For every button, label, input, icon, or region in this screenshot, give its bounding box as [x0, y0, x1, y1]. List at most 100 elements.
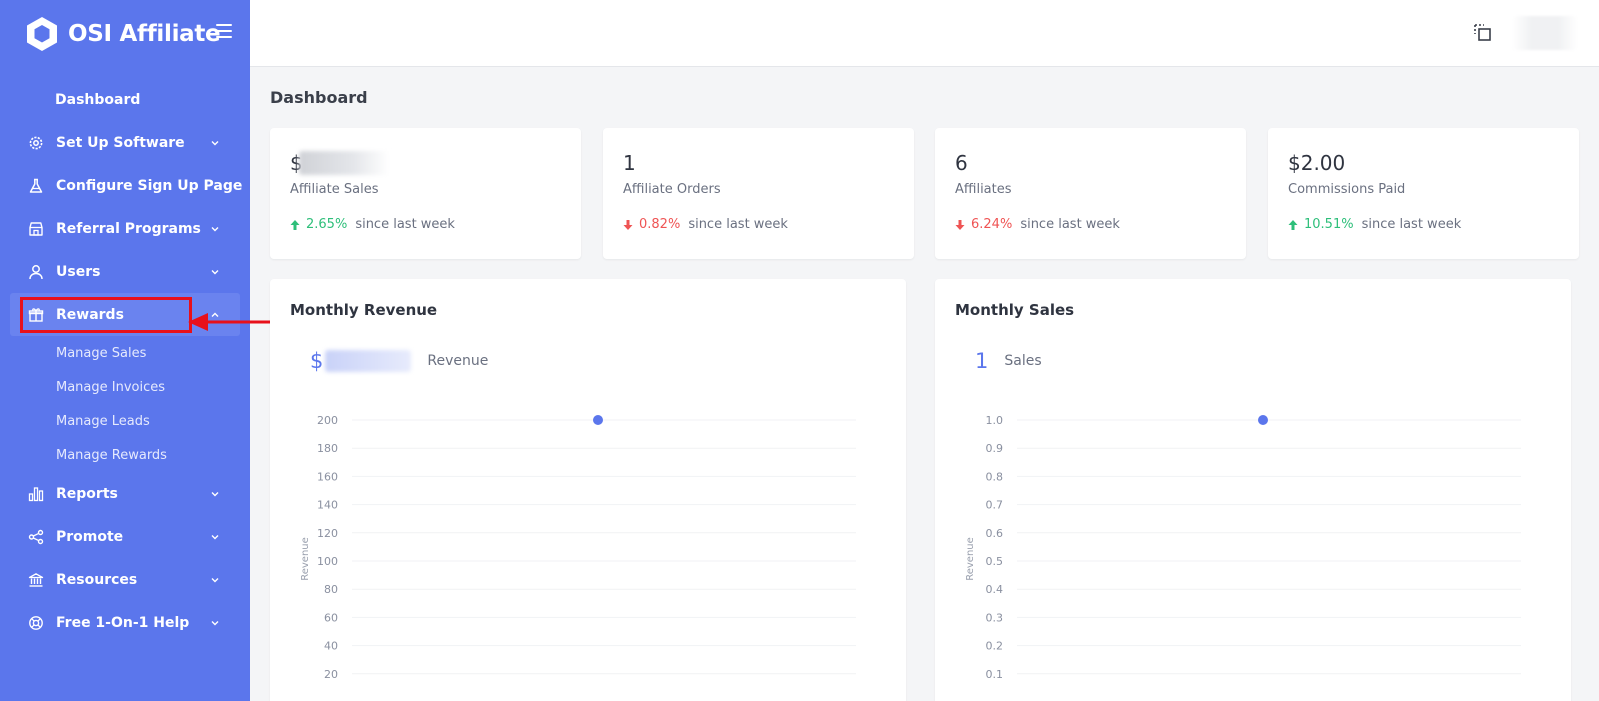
y-tick-label: 160: [317, 470, 338, 483]
y-tick-label: 80: [324, 583, 338, 596]
store-icon: [28, 221, 44, 237]
y-tick-label: 0.6: [986, 527, 1004, 540]
sidebar-item-dashboard[interactable]: Dashboard: [0, 78, 250, 121]
chevron-down-icon: [211, 620, 219, 625]
data-point[interactable]: [593, 415, 603, 425]
stat-label: Affiliate Orders: [623, 182, 721, 197]
y-tick-label: 20: [324, 668, 338, 681]
y-tick-label: 60: [324, 611, 338, 624]
arrow-down-icon: [955, 219, 965, 230]
sidebar-item-setup[interactable]: Set Up Software: [0, 121, 250, 164]
y-tick-label: 0.3: [986, 611, 1004, 624]
sidebar-subitem-manage-rewards[interactable]: Manage Rewards: [56, 447, 167, 463]
y-axis-label: Revenue: [300, 537, 311, 581]
sidebar-nav: Dashboard Set Up Software Configure Sign…: [0, 78, 250, 644]
chevron-down-icon: [211, 140, 219, 145]
arrow-down-icon: [623, 219, 633, 230]
stat-trend-since: since last week: [688, 217, 788, 232]
chart-card-monthly-sales: Monthly Sales 1 Sales 1.0 0.9 0.8 0.7 0.6 0.5…: [935, 279, 1571, 701]
stat-card-affiliate-orders: 1 Affiliate Orders 0.82% since last week: [603, 128, 914, 259]
sidebar-item-users[interactable]: Users: [0, 250, 250, 293]
sidebar-item-resources[interactable]: Resources: [0, 558, 250, 601]
y-tick-label: 0.1: [986, 668, 1004, 681]
stat-card-commissions-paid: $2.00 Commissions Paid 10.51% since last…: [1268, 128, 1579, 259]
stat-label: Commissions Paid: [1288, 182, 1406, 197]
chart-summary-label: Revenue: [427, 353, 489, 369]
top-bar: [250, 0, 1599, 67]
sidebar-item-label: Configure Sign Up Page: [56, 177, 243, 194]
stat-label: Affiliate Sales: [290, 182, 379, 197]
y-tick-label: 0.5: [986, 555, 1004, 568]
sidebar-item-label: Reports: [56, 485, 118, 502]
y-tick-label: 0.9: [986, 442, 1004, 455]
stat-trend-percent: 6.24%: [971, 217, 1013, 232]
stat-value: $2.00: [1288, 151, 1346, 175]
brand[interactable]: OSI Affiliate: [24, 14, 221, 54]
redacted-value: [325, 350, 412, 372]
sidebar-item-label: Promote: [56, 528, 124, 545]
arrow-up-icon: [1288, 219, 1298, 230]
redacted-value: [298, 151, 389, 175]
sidebar-item-help[interactable]: Free 1-On-1 Help: [0, 601, 250, 644]
stat-label: Affiliates: [955, 182, 1012, 197]
sidebar-item-signup[interactable]: Configure Sign Up Page: [0, 164, 250, 207]
chart-summary-label: Sales: [1004, 353, 1042, 369]
osi-logo-icon: [27, 17, 57, 51]
y-tick-label: 1.0: [986, 414, 1004, 427]
chart-summary-value: $: [310, 349, 324, 373]
sidebar-item-label: Resources: [56, 571, 138, 588]
chart-title: Monthly Sales: [955, 301, 1075, 319]
sidebar-item-label: Free 1-On-1 Help: [56, 614, 190, 631]
stat-card-affiliates: 6 Affiliates 6.24% since last week: [935, 128, 1246, 259]
sidebar-subitem-manage-sales[interactable]: Manage Sales: [56, 345, 147, 361]
y-tick-label: 0.7: [986, 499, 1004, 512]
sidebar-item-label: Users: [56, 263, 101, 280]
revenue-chart: 200 180 160 140 120 100 80 60 40 20 Revenue: [300, 414, 856, 681]
stat-value: 1: [623, 151, 636, 175]
chart-card-monthly-revenue: Monthly Revenue $ Revenue 200 180 160 140 12…: [270, 279, 906, 701]
share-icon: [28, 529, 44, 545]
stat-trend-since: since last week: [1020, 217, 1120, 232]
y-tick-label: 140: [317, 499, 338, 512]
sidebar-subitem-manage-invoices[interactable]: Manage Invoices: [56, 379, 166, 395]
bar-chart-icon: [28, 486, 44, 502]
sidebar: OSI Affiliate Dashboard Set Up Software …: [0, 0, 250, 701]
sidebar-item-label: Rewards: [56, 306, 124, 323]
y-tick-label: 0.8: [986, 470, 1004, 483]
sidebar-item-label: Referral Programs: [56, 220, 201, 237]
stat-trend-since: since last week: [355, 217, 455, 232]
stat-trend-percent: 10.51%: [1304, 217, 1354, 232]
user-icon: [28, 264, 44, 280]
page-title: Dashboard: [270, 88, 368, 107]
sidebar-item-rewards[interactable]: Rewards: [10, 293, 240, 336]
y-tick-label: 120: [317, 527, 338, 540]
data-point[interactable]: [1258, 415, 1268, 425]
menu-toggle-icon[interactable]: [216, 24, 232, 38]
bank-icon: [28, 572, 44, 588]
y-tick-label: 200: [317, 414, 338, 427]
y-tick-label: 180: [317, 442, 338, 455]
stat-trend-since: since last week: [1361, 217, 1462, 232]
sidebar-subitem-manage-leads[interactable]: Manage Leads: [56, 413, 150, 429]
gear-icon: [28, 135, 44, 151]
y-tick-label: 0.4: [986, 583, 1004, 596]
y-tick-label: 0.2: [986, 640, 1004, 653]
sales-chart: 1.0 0.9 0.8 0.7 0.6 0.5 0.4 0.3 0.2 0.1 Revenue: [965, 414, 1521, 681]
y-axis-label: Revenue: [965, 537, 976, 581]
stat-trend-percent: 0.82%: [639, 217, 681, 232]
sidebar-item-reports[interactable]: Reports: [0, 472, 250, 515]
sidebar-item-referral[interactable]: Referral Programs: [0, 207, 250, 250]
fullscreen-icon[interactable]: [1472, 22, 1494, 44]
sidebar-item-label: Set Up Software: [56, 134, 185, 151]
lifebuoy-icon: [28, 615, 44, 631]
chevron-down-icon: [211, 534, 219, 539]
chevron-down-icon: [211, 491, 219, 496]
chart-summary-value: 1: [975, 349, 989, 373]
y-tick-label: 40: [324, 640, 338, 653]
stat-card-affiliate-sales: $ Affiliate Sales 2.65% since last week: [270, 128, 581, 259]
user-menu[interactable]: [1512, 16, 1578, 50]
arrow-up-icon: [290, 219, 300, 230]
y-tick-label: 100: [317, 555, 338, 568]
sidebar-item-promote[interactable]: Promote: [0, 515, 250, 558]
chevron-down-icon: [211, 577, 219, 582]
